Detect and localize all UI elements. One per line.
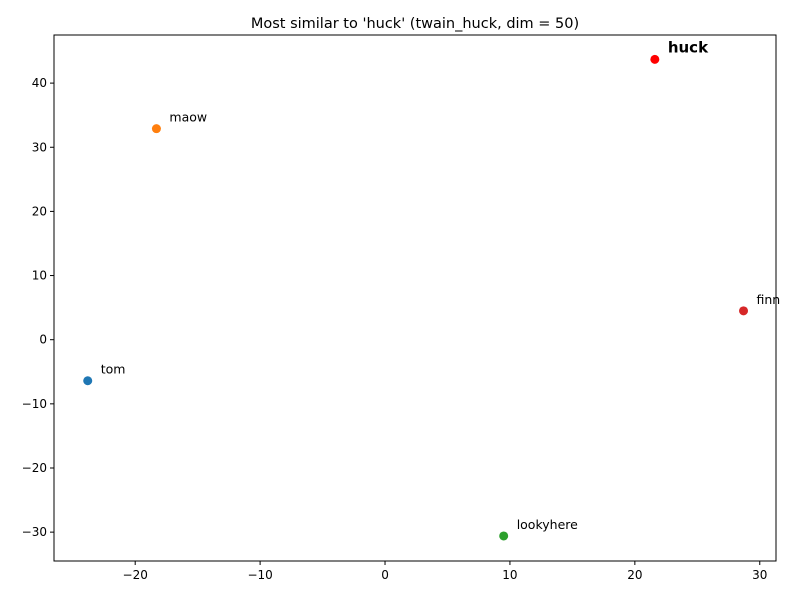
point-label-finn: finn: [757, 292, 781, 307]
y-tick-label: 10: [32, 269, 47, 283]
point-label-huck: huck: [668, 38, 709, 56]
x-tick-label: −10: [247, 568, 272, 582]
y-tick-label: 30: [32, 140, 47, 154]
y-tick-label: 40: [32, 76, 47, 90]
y-tick-label: −30: [22, 525, 47, 539]
point-lookyhere: [499, 531, 509, 541]
x-axis: −20 −10 0 10 20 30: [123, 561, 767, 582]
point-tom: [83, 376, 93, 386]
point-maow: [151, 124, 161, 134]
y-tick-label: 0: [39, 333, 47, 347]
point-label-tom: tom: [101, 362, 126, 377]
x-tick-label: 30: [752, 568, 767, 582]
point-finn: [739, 306, 749, 316]
point-label-lookyhere: lookyhere: [517, 517, 578, 532]
plot-frame: [53, 34, 777, 562]
x-tick-label: 0: [381, 568, 389, 582]
point-huck: [650, 54, 660, 64]
chart-title: Most similar to 'huck' (twain_huck, dim …: [251, 16, 579, 32]
y-tick-label: −20: [22, 461, 47, 475]
point-labels: tom maow lookyhere finn huck: [101, 38, 781, 532]
point-label-maow: maow: [169, 110, 207, 125]
data-points: [83, 54, 749, 541]
x-tick-label: 10: [502, 568, 517, 582]
y-tick-label: 20: [32, 204, 47, 218]
y-tick-label: −10: [22, 397, 47, 411]
x-tick-label: 20: [627, 568, 642, 582]
x-tick-label: −20: [123, 568, 148, 582]
y-axis: −30 −20 −10 0 10 20 30 40: [22, 76, 54, 539]
